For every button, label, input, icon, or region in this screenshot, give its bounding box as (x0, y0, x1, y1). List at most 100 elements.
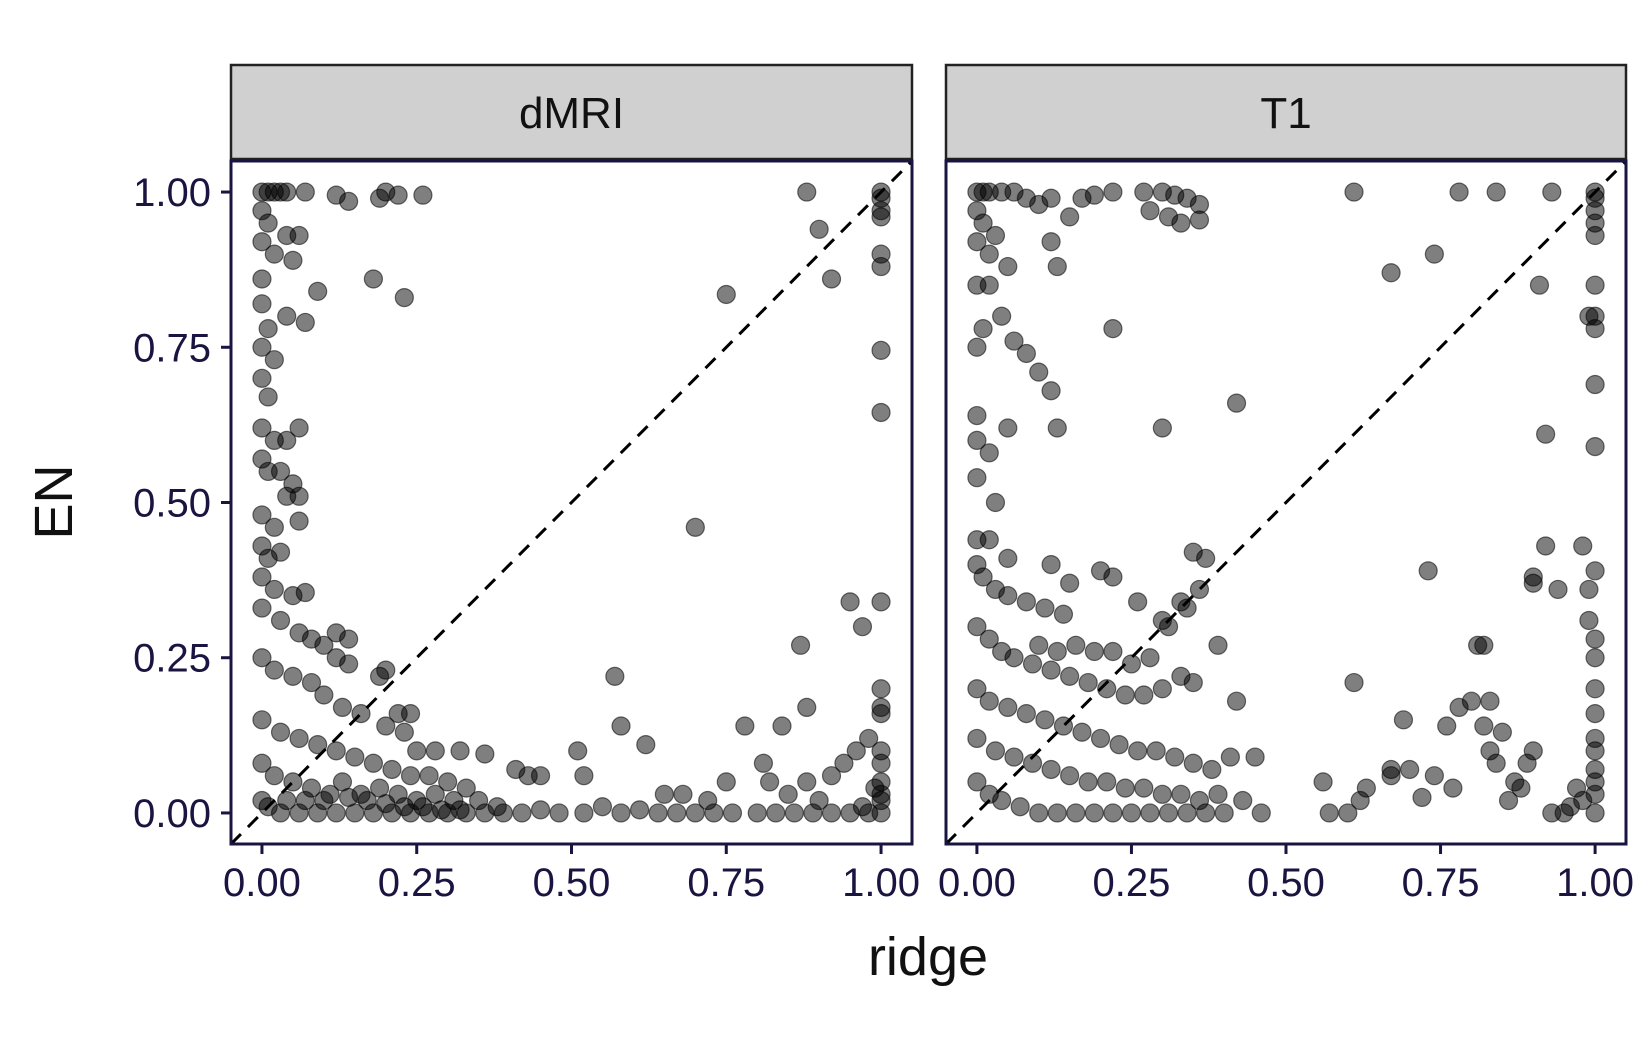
scatter-point (1041, 660, 1061, 680)
x-tick-label: 0.50 (533, 861, 611, 905)
scatter-point (605, 666, 625, 686)
scatter-point (549, 803, 569, 823)
scatter-point (425, 741, 445, 761)
scatter-point (419, 766, 439, 786)
scatter-point (1022, 654, 1043, 674)
scatter-point (295, 790, 315, 811)
y-tick-label: 0.50 (133, 482, 211, 526)
scatter-point (722, 803, 743, 823)
scatter-point (973, 319, 993, 339)
scatter-point (865, 778, 885, 798)
scatter-point (1128, 741, 1148, 761)
scatter-point (438, 772, 458, 792)
scatter-point (568, 741, 588, 761)
scatter-point (252, 567, 272, 587)
scatter-point (1115, 685, 1135, 705)
scatter-point (1498, 790, 1519, 811)
scatter-point (985, 492, 1006, 513)
scatter-point (1152, 418, 1172, 438)
scatter-point (1090, 728, 1111, 749)
scatter-point (1041, 232, 1061, 252)
scatter-point (1554, 803, 1574, 823)
scatter-point (283, 250, 303, 270)
scatter-point (1214, 803, 1234, 823)
scatter-point (809, 219, 829, 239)
scatter-point (1004, 648, 1024, 668)
scatter-point (1338, 803, 1358, 823)
scatter-point (1183, 672, 1203, 693)
x-tick-label: 0.00 (223, 861, 301, 905)
scatter-point (871, 592, 891, 612)
scatter-point (967, 405, 987, 426)
scatter-point (512, 803, 532, 823)
scatter-point (979, 530, 999, 550)
scatter-point (1418, 561, 1438, 581)
scatter-point (1047, 256, 1067, 277)
scatter-point (967, 679, 987, 699)
scatter-point (1066, 803, 1086, 823)
scatter-point (400, 766, 421, 786)
scatter-point (1585, 741, 1605, 761)
scatter-point (1585, 679, 1605, 699)
scatter-point (1103, 182, 1123, 202)
scatter-point (1140, 201, 1160, 221)
scatter-point (871, 207, 891, 227)
scatter-point (1461, 691, 1482, 711)
scatter-point (611, 803, 631, 823)
scatter-point (871, 753, 891, 773)
scatter-point (252, 505, 272, 525)
scatter-point (871, 679, 891, 699)
scatter-point (1189, 210, 1210, 230)
scatter-point (967, 337, 987, 357)
scatter-point (1566, 778, 1587, 798)
scatter-point (871, 402, 891, 423)
scatter-point (1536, 424, 1556, 444)
x-tick-label: 1.00 (842, 861, 920, 905)
scatter-point (1029, 362, 1049, 382)
scatter-point (264, 766, 284, 786)
scatter-point (1233, 790, 1253, 811)
scatter-point (992, 306, 1012, 326)
scatter-point (444, 790, 464, 811)
scatter-point (1103, 319, 1123, 339)
scatter-point (973, 213, 993, 233)
y-axis-title: EN (24, 464, 84, 539)
identity-reference-line (231, 161, 912, 844)
scatter-point (277, 182, 297, 202)
scatter-point (1400, 759, 1420, 780)
scatter-point (258, 319, 278, 339)
scatter-point (407, 741, 427, 761)
scatter-point (252, 337, 272, 357)
scatter-point (809, 790, 829, 811)
scatter-point (345, 803, 365, 823)
scatter-point (258, 387, 278, 407)
scatter-point (1474, 716, 1494, 736)
scatter-point (339, 654, 359, 674)
scatter-point (277, 430, 297, 451)
scatter-point (264, 660, 284, 680)
scatter-point (400, 704, 421, 724)
scatter-point (1226, 691, 1247, 711)
scatter-point (345, 747, 365, 767)
scatter-point (301, 672, 322, 693)
scatter-point (264, 579, 284, 600)
scatter-point (1523, 567, 1543, 587)
scatter-point (1344, 182, 1364, 202)
identity-reference-line (946, 161, 1626, 844)
scatter-point (1208, 635, 1228, 655)
scatter-point (998, 586, 1018, 606)
scatter-point (574, 803, 594, 823)
scatter-point (667, 803, 687, 823)
scatter-point (1016, 704, 1036, 724)
x-tick-label: 0.25 (1093, 861, 1171, 905)
scatter-point (654, 784, 674, 804)
scatter-point (1585, 319, 1605, 339)
scatter-point (1041, 759, 1061, 780)
scatter-point (979, 691, 999, 711)
scatter-point (1134, 182, 1154, 202)
scatter-point (1492, 722, 1512, 742)
facet-strip (229, 63, 914, 161)
scatter-point (332, 697, 353, 718)
